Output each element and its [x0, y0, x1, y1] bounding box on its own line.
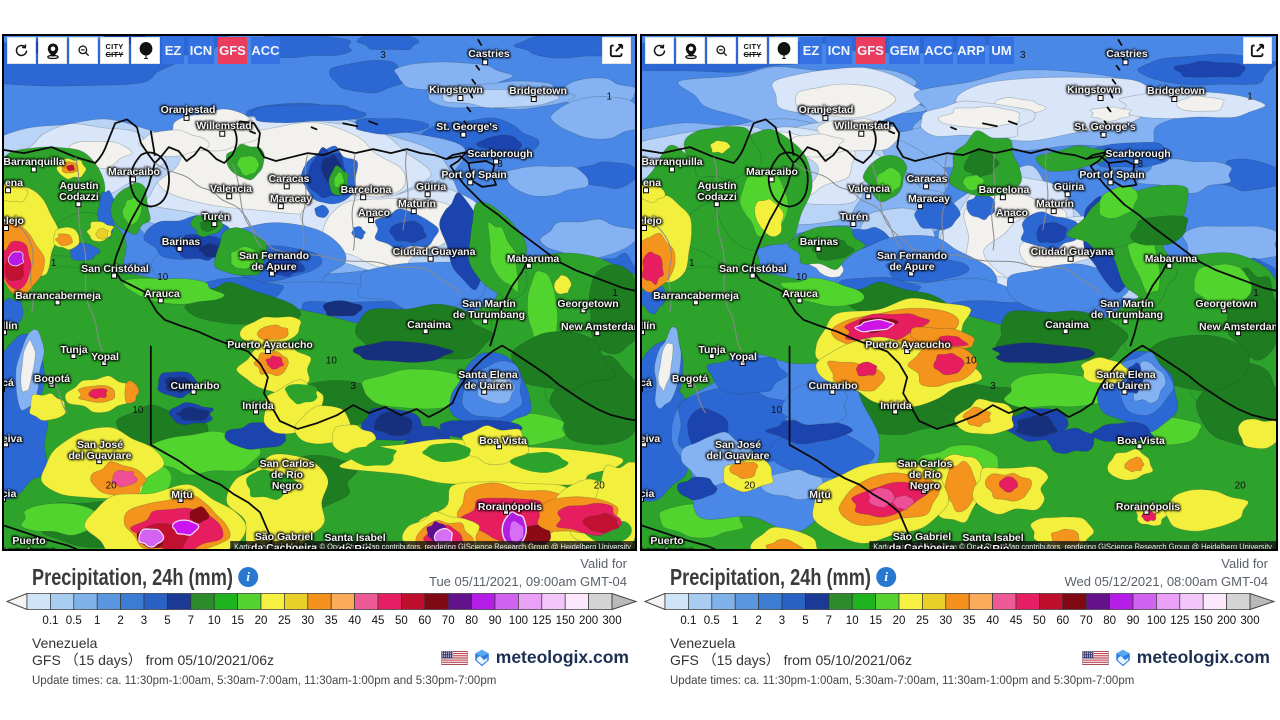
svg-text:10: 10 — [157, 272, 169, 283]
svg-text:150: 150 — [1194, 615, 1213, 627]
svg-text:20: 20 — [744, 480, 756, 491]
svg-text:3: 3 — [1138, 159, 1144, 170]
svg-text:10: 10 — [132, 405, 144, 416]
svg-text:3: 3 — [141, 615, 147, 627]
svg-text:80: 80 — [465, 615, 478, 627]
svg-text:10: 10 — [846, 615, 859, 627]
svg-text:300: 300 — [602, 615, 621, 627]
svg-text:15: 15 — [869, 615, 882, 627]
svg-text:0.5: 0.5 — [704, 615, 720, 627]
svg-text:50: 50 — [395, 615, 408, 627]
svg-text:3: 3 — [497, 159, 503, 170]
svg-text:25: 25 — [278, 615, 291, 627]
svg-text:1: 1 — [94, 615, 100, 627]
svg-text:7: 7 — [826, 615, 832, 627]
svg-text:25: 25 — [916, 615, 929, 627]
svg-text:0.5: 0.5 — [66, 615, 82, 627]
svg-text:45: 45 — [1010, 615, 1023, 627]
svg-text:90: 90 — [1127, 615, 1140, 627]
svg-text:10: 10 — [965, 355, 977, 366]
svg-text:100: 100 — [1147, 615, 1166, 627]
svg-text:150: 150 — [556, 615, 575, 627]
svg-text:30: 30 — [939, 615, 952, 627]
svg-text:Kartenmaterial: Map data © Ope: Kartenmaterial: Map data © OpenStreetMap… — [234, 541, 632, 549]
svg-text:200: 200 — [1217, 615, 1236, 627]
svg-text:70: 70 — [442, 615, 455, 627]
svg-text:2: 2 — [755, 615, 761, 627]
svg-text:200: 200 — [579, 615, 598, 627]
svg-text:70: 70 — [1080, 615, 1093, 627]
svg-text:10: 10 — [771, 405, 783, 416]
svg-text:3: 3 — [1020, 50, 1026, 61]
svg-text:3: 3 — [350, 381, 356, 392]
svg-text:40: 40 — [986, 615, 999, 627]
svg-text:35: 35 — [325, 615, 338, 627]
svg-text:1: 1 — [612, 288, 618, 299]
svg-text:1: 1 — [1253, 288, 1259, 299]
svg-text:60: 60 — [1056, 615, 1069, 627]
svg-text:20: 20 — [893, 615, 906, 627]
svg-text:60: 60 — [418, 615, 431, 627]
svg-text:35: 35 — [963, 615, 976, 627]
svg-text:80: 80 — [1103, 615, 1116, 627]
svg-text:100: 100 — [509, 615, 528, 627]
svg-text:Kartenmaterial: Map data © Ope: Kartenmaterial: Map data © OpenStreetMap… — [873, 542, 1272, 549]
svg-text:2: 2 — [117, 615, 123, 627]
svg-text:20: 20 — [106, 480, 118, 491]
svg-text:5: 5 — [164, 615, 170, 627]
svg-text:45: 45 — [372, 615, 385, 627]
svg-text:10: 10 — [326, 355, 338, 366]
svg-text:20: 20 — [594, 480, 606, 491]
svg-text:40: 40 — [348, 615, 361, 627]
svg-text:1: 1 — [732, 615, 738, 627]
svg-text:20: 20 — [1235, 480, 1247, 491]
svg-text:125: 125 — [532, 615, 551, 627]
svg-text:1: 1 — [606, 92, 612, 103]
svg-text:50: 50 — [1033, 615, 1046, 627]
svg-text:3: 3 — [380, 50, 386, 61]
svg-text:125: 125 — [1170, 615, 1189, 627]
svg-text:1: 1 — [689, 258, 695, 269]
svg-text:90: 90 — [489, 615, 502, 627]
svg-text:30: 30 — [301, 615, 314, 627]
svg-text:300: 300 — [1240, 615, 1259, 627]
svg-text:5: 5 — [802, 615, 808, 627]
svg-text:0.1: 0.1 — [42, 615, 58, 627]
svg-text:3: 3 — [779, 615, 785, 627]
svg-text:1: 1 — [1247, 92, 1253, 103]
svg-text:20: 20 — [255, 615, 268, 627]
svg-text:7: 7 — [188, 615, 194, 627]
svg-text:3: 3 — [990, 381, 996, 392]
svg-text:10: 10 — [208, 615, 221, 627]
svg-text:0.1: 0.1 — [680, 615, 696, 627]
svg-text:1: 1 — [51, 258, 57, 269]
svg-text:10: 10 — [796, 272, 808, 283]
svg-text:15: 15 — [231, 615, 244, 627]
